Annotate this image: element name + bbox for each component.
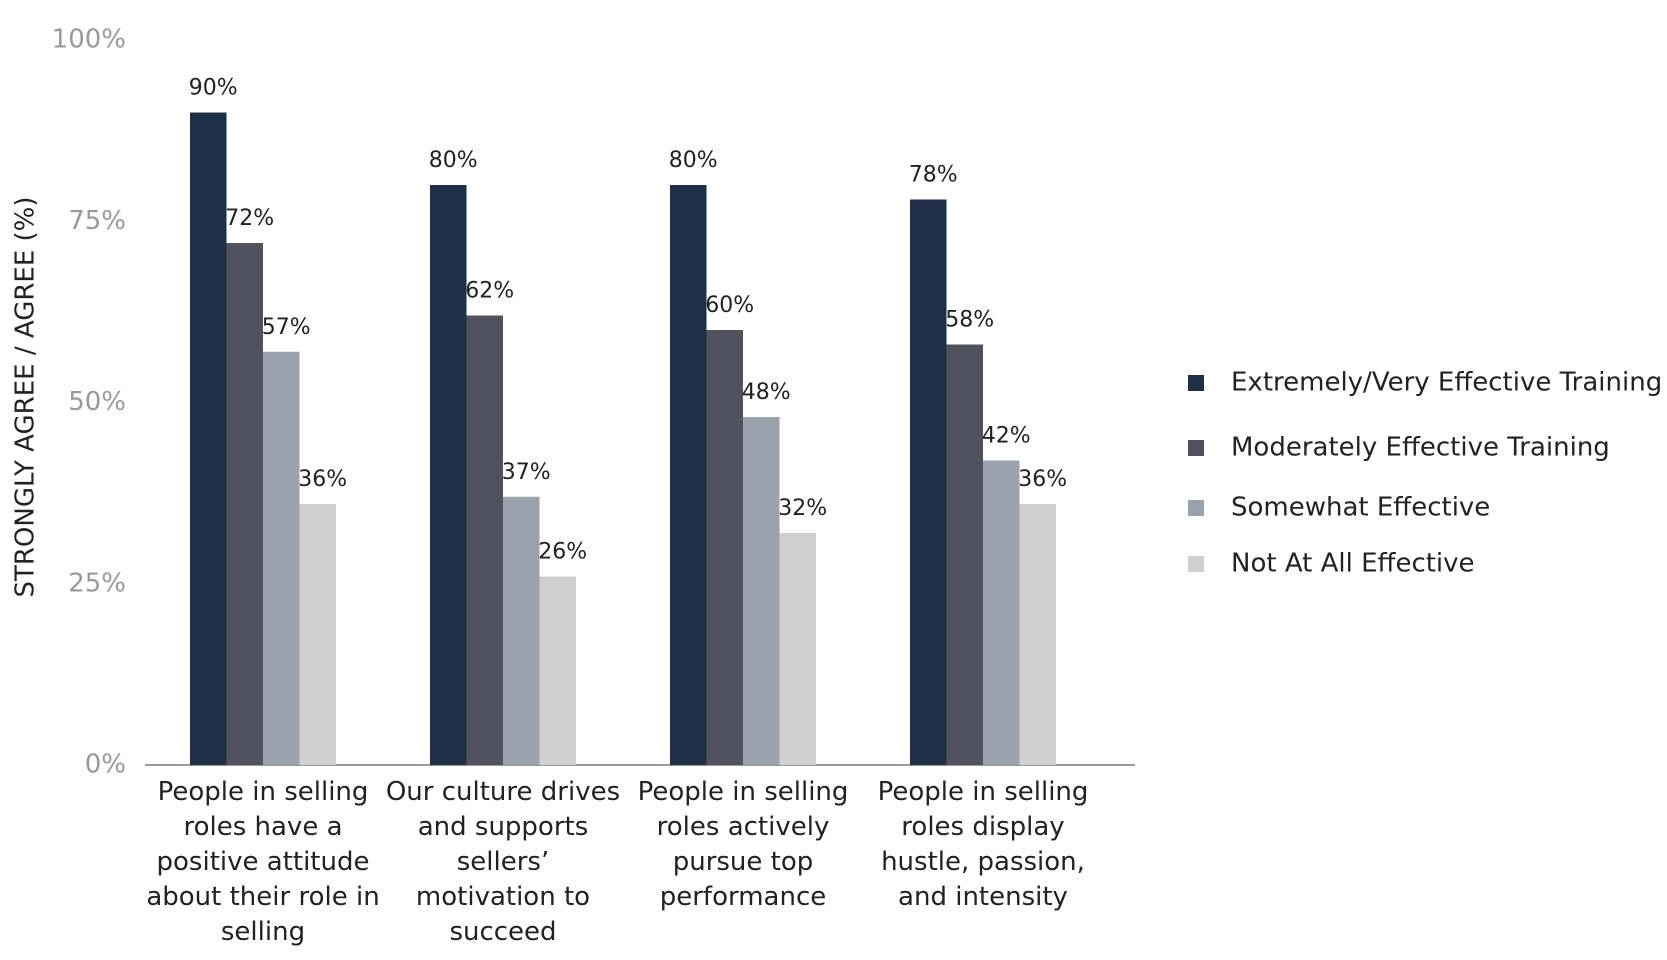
bar	[779, 533, 816, 765]
value-label: 26%	[538, 540, 587, 565]
bar	[946, 344, 983, 765]
value-label: 36%	[298, 467, 347, 492]
bar	[226, 243, 263, 765]
x-tick-label: People in selling roles display hustle, …	[877, 777, 1089, 912]
value-label: 42%	[982, 424, 1031, 449]
bar	[466, 315, 503, 765]
bar	[1019, 504, 1056, 765]
legend-swatch	[1188, 556, 1204, 572]
y-tick-label: 75%	[68, 206, 126, 236]
bar	[910, 199, 947, 765]
y-tick-label: 100%	[52, 25, 126, 55]
y-axis-label: STRONGLY AGREE / AGREE (%)	[11, 196, 41, 597]
y-tick-label: 0%	[85, 750, 126, 780]
legend-swatch	[1188, 440, 1204, 456]
x-tick-label-box: People in selling roles actively pursue …	[637, 777, 849, 912]
x-tick-label-box: People in selling roles display hustle, …	[877, 777, 1089, 912]
value-label: 57%	[262, 315, 311, 340]
bar	[263, 351, 300, 765]
value-label: 48%	[742, 380, 791, 405]
y-tick-label: 50%	[68, 387, 126, 417]
legend-label: Somewhat Effective	[1231, 493, 1490, 523]
bar	[539, 576, 576, 765]
value-label: 78%	[909, 163, 958, 188]
bar	[743, 417, 780, 765]
value-label: 80%	[429, 148, 478, 173]
legend-swatch	[1188, 375, 1204, 391]
legend-swatch	[1188, 500, 1204, 516]
x-tick-label-box: Our culture drives and supports sellers’…	[385, 777, 621, 947]
x-tick-label: People in selling roles actively pursue …	[637, 777, 849, 912]
bar	[190, 112, 227, 765]
legend-label: Not At All Effective	[1231, 549, 1475, 579]
value-label: 32%	[778, 496, 827, 521]
value-label: 90%	[189, 76, 238, 101]
bar	[299, 504, 336, 765]
value-label: 72%	[225, 206, 274, 231]
value-label: 58%	[945, 308, 994, 333]
y-tick-label: 25%	[68, 568, 126, 598]
x-tick-label-box: People in selling roles have a positive …	[146, 777, 380, 947]
x-tick-label: Our culture drives and supports sellers’…	[385, 777, 621, 947]
x-tick-label: People in selling roles have a positive …	[146, 777, 380, 947]
bar	[670, 185, 707, 765]
value-label: 37%	[502, 460, 551, 485]
legend-label: Moderately Effective Training	[1231, 433, 1610, 463]
value-label: 80%	[669, 148, 718, 173]
legend-label: Extremely/Very Effective Training	[1231, 368, 1662, 398]
value-label: 36%	[1018, 467, 1067, 492]
value-label: 62%	[465, 279, 514, 304]
bar	[706, 330, 743, 765]
bar	[983, 460, 1020, 765]
bar	[430, 185, 467, 765]
value-label: 60%	[705, 293, 754, 318]
bar	[503, 496, 540, 765]
